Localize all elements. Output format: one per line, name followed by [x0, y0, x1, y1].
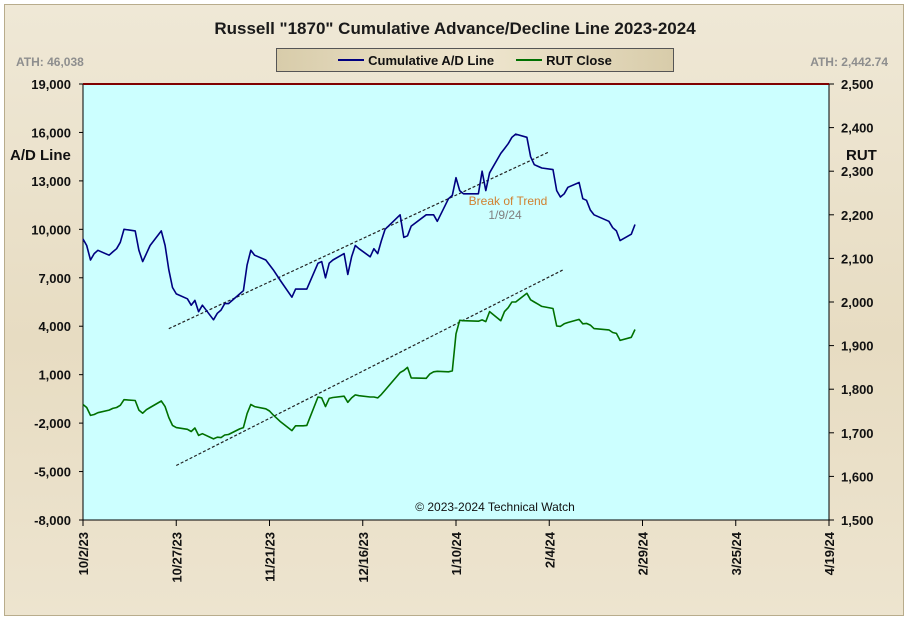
- y-left-tick-label: 16,000: [31, 125, 71, 140]
- x-tick-label: 2/4/24: [542, 531, 557, 568]
- y-left-tick-label: 7,000: [38, 271, 71, 286]
- copyright-text: © 2023-2024 Technical Watch: [415, 500, 575, 514]
- plot-area: [82, 83, 830, 521]
- y-left-tick-label: -5,000: [34, 465, 71, 480]
- annotation-break-date: 1/9/24: [488, 208, 522, 222]
- x-tick-label: 4/19/24: [822, 531, 837, 575]
- y-left-tick-label: -2,000: [34, 416, 71, 431]
- series-line-ad-line: [82, 133, 636, 321]
- y-right-tick-label: 1,500: [841, 513, 874, 528]
- y-left-axis-label: A/D Line: [10, 147, 71, 164]
- y-right-tick-label: 1,700: [841, 426, 874, 441]
- y-right-tick-label: 1,800: [841, 382, 874, 397]
- y-right-tick-label: 1,900: [841, 339, 874, 354]
- series-line-rut-close: [82, 292, 636, 440]
- legend: Cumulative A/D Line RUT Close: [276, 48, 674, 72]
- y-left-tick-label: 10,000: [31, 222, 71, 237]
- x-tick-label: 1/10/24: [449, 531, 464, 575]
- legend-item-rut-close: RUT Close: [516, 53, 612, 68]
- x-tick-label: 3/25/24: [729, 531, 744, 575]
- ath-left-label: ATH: 46,038: [16, 55, 84, 69]
- y-left-tick-label: 4,000: [38, 319, 71, 334]
- trendline-right: [175, 268, 565, 467]
- ath-right-label: ATH: 2,442.74: [810, 55, 888, 69]
- y-left-tick-label: 19,000: [31, 77, 71, 92]
- y-right-axis-label: RUT: [846, 147, 877, 164]
- legend-swatch-rut-close: [516, 59, 543, 61]
- legend-item-ad-line: Cumulative A/D Line: [338, 53, 494, 68]
- chart-title: Russell "1870" Cumulative Advance/Declin…: [214, 19, 696, 38]
- annotation-break-of-trend: Break of Trend: [469, 194, 548, 208]
- x-tick-label: 12/16/23: [356, 532, 371, 583]
- y-left-tick-label: 1,000: [38, 368, 71, 383]
- x-tick-label: 2/29/24: [636, 531, 651, 575]
- x-tick-label: 10/27/23: [169, 532, 184, 583]
- y-right-tick-label: 2,300: [841, 164, 874, 179]
- y-right-tick-label: 2,200: [841, 208, 874, 223]
- x-tick-label: 11/21/23: [263, 532, 278, 582]
- y-right-tick-label: 2,000: [841, 295, 874, 310]
- y-left-tick-label: -8,000: [34, 513, 71, 528]
- y-left-tick-label: 13,000: [31, 174, 71, 189]
- x-tick-label: 10/2/23: [76, 532, 91, 575]
- y-right-tick-label: 2,100: [841, 251, 874, 266]
- legend-label-rut-close: RUT Close: [546, 52, 612, 68]
- y-right-tick-label: 1,600: [841, 469, 874, 484]
- legend-swatch-ad-line: [338, 59, 365, 61]
- y-right-tick-label: 2,500: [841, 77, 874, 92]
- legend-label-ad-line: Cumulative A/D Line: [368, 52, 495, 68]
- y-right-tick-label: 2,400: [841, 121, 874, 136]
